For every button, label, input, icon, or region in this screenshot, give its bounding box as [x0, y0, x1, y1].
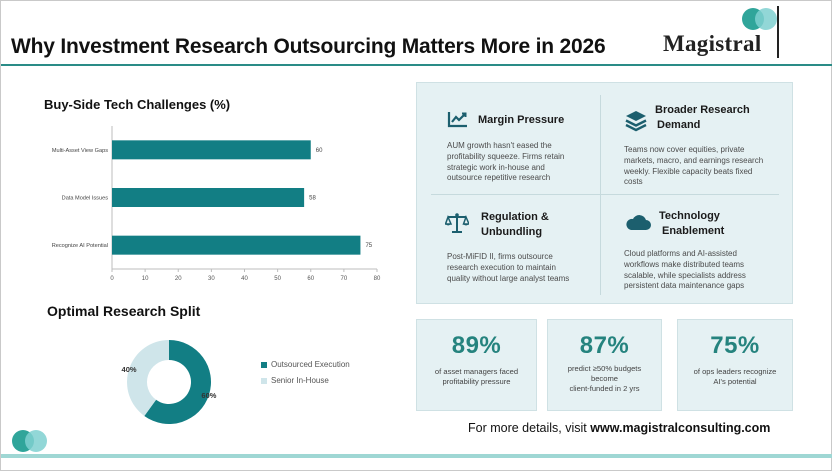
trend-chart-icon	[447, 112, 467, 128]
x-tick-label: 80	[374, 276, 381, 282]
legend-label-in-house: Senior In-House	[271, 376, 329, 385]
legend-label-outsourced: Outsourced Execution	[271, 360, 350, 369]
slice-label: 40%	[122, 365, 137, 374]
stat-text-line: AI's potential	[713, 377, 757, 386]
scale-balance-icon	[445, 213, 469, 233]
stat-description: of ops leaders recognize AI's potential	[678, 367, 792, 387]
feature-margin-pressure: Margin Pressure	[478, 113, 564, 128]
data-label: 58	[309, 196, 316, 202]
data-label: 60	[316, 148, 323, 154]
feature-body-line: markets, macro, and earnings research	[624, 155, 764, 165]
feature-regulation-unbundling: Regulation & Unbundling	[481, 210, 549, 240]
bar-chart: Multi-Asset View Gaps 60 Data Model Issues…	[52, 126, 381, 282]
feature-body-line: profitability squeeze. Firms retain	[447, 151, 565, 161]
feature-title-line: Enablement	[662, 225, 725, 237]
panel-vertical-divider	[600, 95, 601, 295]
feature-title-line: Demand	[657, 119, 701, 131]
website-link[interactable]: www.magistralconsulting.com	[590, 421, 771, 435]
feature-broader-research-demand: Broader Research Demand	[655, 103, 750, 133]
bar	[112, 235, 361, 255]
donut-chart-title: Optimal Research Split	[47, 303, 201, 319]
footer-note: For more details, visit www.magistralcon…	[468, 421, 770, 435]
feature-title-line: Unbundling	[481, 226, 543, 238]
layers-stack-icon	[625, 111, 647, 132]
x-tick-label: 10	[142, 276, 149, 282]
logo-divider	[777, 6, 779, 58]
feature-title: Margin Pressure	[478, 114, 565, 126]
features-panel: Margin Pressure AUM growth hasn't eased …	[416, 82, 793, 304]
category-label: Data Model Issues	[62, 196, 109, 202]
data-label: 75	[365, 243, 372, 249]
stat-card-ai-potential: 75% of ops leaders recognize AI's potent…	[677, 319, 793, 411]
feature-body-line: weekly. Flexible capacity beats fixed	[624, 166, 753, 176]
feature-body-broader-research: Teams now cover equities, private market…	[624, 145, 792, 188]
feature-title-line: Broader Research	[655, 104, 750, 116]
x-tick-label: 20	[175, 276, 182, 282]
stat-value: 89%	[451, 332, 502, 359]
feature-body-line: Post-MiFID II, firms outsource	[447, 252, 553, 261]
stat-text-line: client-funded in 2 yrs	[569, 384, 640, 393]
brand-logo-text: Magistral	[663, 31, 762, 56]
stat-value: 87%	[579, 332, 630, 359]
feature-title-line: Technology	[659, 210, 720, 222]
donut-chart: 60% 40%	[122, 340, 217, 424]
feature-body-technology: Cloud platforms and AI-assisted workflow…	[624, 249, 792, 292]
header-divider	[1, 64, 832, 66]
feature-body-line: Teams now cover equities, private	[624, 145, 745, 154]
stat-description: of asset managers faced profitability pr…	[417, 367, 536, 387]
stat-value: 75%	[710, 332, 760, 359]
stat-description: predict ≥50% budgets become client-funde…	[548, 364, 661, 394]
feature-body-line: quality without large analyst teams	[447, 273, 570, 283]
feature-body-line: AUM growth hasn't eased the	[447, 141, 552, 150]
category-label: Recognize AI Potential	[52, 243, 108, 249]
footer-bar	[1, 454, 832, 458]
feature-body-line: scalable, while specialists address	[624, 270, 746, 280]
stat-text-line: predict ≥50% budgets	[567, 364, 642, 373]
logo-circles-icon	[742, 8, 777, 30]
x-tick-label: 70	[341, 276, 348, 282]
x-tick-label: 30	[208, 276, 215, 282]
x-tick-label: 0	[110, 276, 114, 282]
feature-body-margin-pressure: AUM growth hasn't eased the profitabilit…	[447, 141, 597, 184]
feature-body-line: Cloud platforms and AI-assisted	[624, 249, 737, 258]
footer-prefix: For more details, visit	[468, 421, 591, 435]
legend-item-in-house: Senior In-House	[261, 376, 329, 385]
bar-chart-title: Buy-Side Tech Challenges (%)	[44, 97, 231, 112]
bar	[112, 188, 305, 207]
bar	[112, 140, 311, 160]
stat-text-line: become	[590, 374, 619, 383]
stat-card-profitability: 89% of asset managers faced profitabilit…	[416, 319, 537, 411]
donut-slice	[127, 340, 169, 416]
feature-body-regulation: Post-MiFID II, firms outsource research …	[447, 252, 597, 284]
stat-text-line: of asset managers faced	[434, 367, 519, 376]
feature-body-line: persistent data maintenance gaps	[624, 281, 745, 291]
feature-body-line: outsource repetitive research	[447, 173, 551, 183]
page-title: Why Investment Research Outsourcing Matt…	[11, 35, 606, 58]
legend-swatch-in-house	[261, 377, 267, 384]
stat-text-line: of ops leaders recognize	[693, 367, 777, 376]
feature-technology-enablement: Technology Enablement	[659, 209, 724, 239]
logo-circles-icon	[12, 430, 47, 452]
feature-body-line: workflows make distributed teams	[624, 259, 745, 269]
category-label: Multi-Asset View Gaps	[52, 148, 108, 154]
feature-title-line: Regulation &	[481, 211, 549, 223]
stat-card-budgets: 87% predict ≥50% budgets become client-f…	[547, 319, 662, 411]
feature-body-line: strategic work in-house and	[447, 162, 545, 172]
x-tick-label: 40	[241, 276, 248, 282]
legend-item-outsourced: Outsourced Execution	[261, 360, 350, 369]
donut-slice	[144, 340, 211, 424]
stat-text-line: profitability pressure	[442, 377, 511, 386]
feature-body-line: costs	[624, 177, 643, 187]
panel-horizontal-divider	[431, 194, 779, 195]
x-tick-label: 50	[274, 276, 281, 282]
x-tick-label: 60	[307, 276, 314, 282]
slice-label: 60%	[201, 391, 216, 400]
cloud-icon	[626, 215, 651, 230]
legend-swatch-outsourced	[261, 361, 267, 368]
feature-body-line: research execution to maintain	[447, 262, 556, 272]
